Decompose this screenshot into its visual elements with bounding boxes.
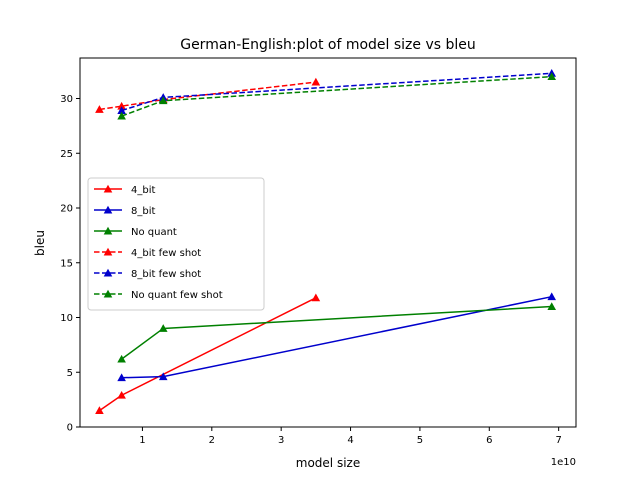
x-axis-offset-label: 1e10 [551,457,576,468]
x-tick-label: 4 [347,435,353,446]
data-point [158,96,168,105]
x-tick-label: 2 [209,435,215,446]
series-line-4 [121,72,552,112]
legend-marker [103,289,113,298]
x-tick-label: 3 [278,435,284,446]
y-tick-label: 25 [60,149,73,160]
legend-label: 8_bit [131,206,155,217]
data-point [117,101,126,110]
series-line-2 [121,305,552,360]
data-point [117,354,126,363]
data-point [311,77,321,86]
legend: 4_bit 8_bit No quant 4_bit few shot 8_bit fe… [87,177,265,311]
data-point [95,406,104,415]
x-tick-label: 6 [486,435,492,446]
y-tick-label: 30 [60,94,73,105]
legend-marker [103,247,113,256]
series-line-0 [98,297,317,412]
data-point [117,390,126,399]
legend-label: 8_bit few shot [131,269,201,280]
data-point [95,105,104,113]
x-tick-label: 1 [139,435,145,446]
y-tick-label: 0 [67,423,73,434]
legend-label: 4_bit few shot [131,248,201,259]
x-axis-label: model size [296,456,360,470]
y-tick-label: 15 [60,258,73,269]
x-tick-label: 7 [555,435,561,446]
y-axis: 0 5 10 15 20 25 30 [60,94,80,434]
legend-label: No quant few shot [131,290,223,301]
data-point [117,111,126,120]
data-point [547,302,557,310]
legend-label: 4_bit [131,185,155,196]
y-tick-label: 20 [60,204,73,215]
plot-area [95,69,557,415]
legend-marker [103,226,113,235]
legend-marker [103,184,113,193]
plot-frame [79,57,577,428]
legend-marker [103,268,113,277]
data-point [158,372,168,381]
series-line-3 [99,81,316,111]
chart-title: German-English:plot of model size vs ble… [180,37,476,53]
y-axis-label: bleu [33,230,47,256]
y-tick-label: 5 [67,368,73,379]
data-point [117,106,126,114]
data-point [311,293,321,302]
legend-box [87,177,265,311]
legend-label: No quant [131,227,177,238]
data-point [547,292,557,301]
data-point [158,324,168,332]
y-tick-label: 10 [60,313,73,324]
x-tick-label: 5 [417,435,423,446]
x-axis: 1 2 3 4 5 6 7 [139,427,562,446]
legend-marker [103,205,113,214]
data-point [117,373,126,382]
data-point [547,72,557,81]
